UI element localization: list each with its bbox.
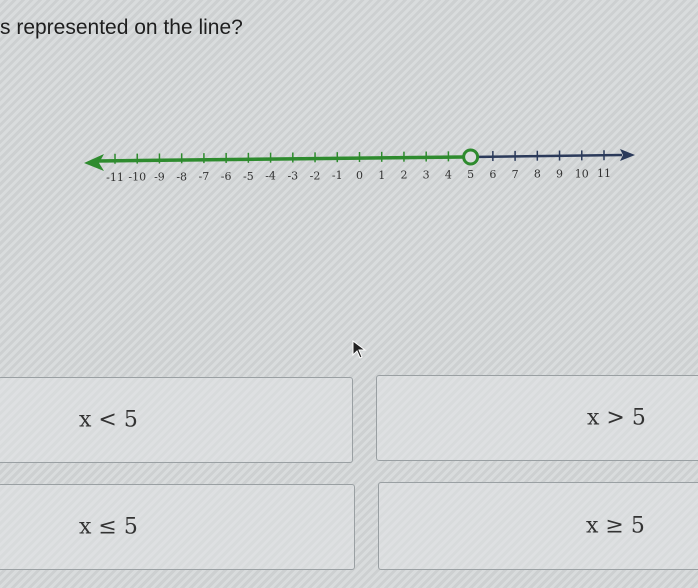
tick-label--2: -2 — [310, 169, 321, 182]
tick-label--3: -3 — [287, 169, 298, 182]
choice-label: x > 5 — [587, 405, 646, 431]
axis-line — [470, 153, 623, 159]
tick-label-2: 2 — [400, 169, 407, 182]
tick-label--4: -4 — [265, 170, 276, 183]
tick-label-7: 7 — [512, 168, 519, 181]
tick-label--5: -5 — [243, 170, 254, 183]
tick-label-3: 3 — [423, 169, 430, 182]
choice-label: x ≤ 5 — [79, 514, 138, 540]
tick-label-11: 11 — [597, 167, 611, 180]
tick-label--6: -6 — [221, 170, 232, 183]
tick-label--11: -11 — [106, 171, 124, 184]
shaded-ray — [95, 155, 464, 163]
tick-label--7: -7 — [199, 170, 210, 183]
choice-x-less-equal-5[interactable]: x ≤ 5 — [0, 484, 355, 570]
tick-label-4: 4 — [445, 168, 452, 181]
right-arrow — [620, 149, 635, 161]
tick-label--10: -10 — [128, 171, 146, 184]
tick-label--1: -1 — [332, 169, 343, 182]
choice-label: x < 5 — [79, 407, 138, 433]
number-line: -11 -10 -9 -8 -7 -6 -5 -4 -3 -2 -1 0 1 2 3 4 5 6 7 8 9 10 11 — [84, 148, 635, 184]
left-arrow — [84, 154, 104, 171]
open-circle-point — [462, 148, 480, 166]
choice-x-greater-equal-5[interactable]: x ≥ 5 — [378, 482, 698, 570]
choice-x-greater-than-5[interactable]: x > 5 — [376, 375, 698, 461]
tick-label--9: -9 — [154, 170, 165, 183]
tick-label--8: -8 — [176, 170, 187, 183]
mouse-cursor-icon — [352, 340, 367, 359]
tick-label-10: 10 — [575, 167, 589, 180]
tick-label-5: 5 — [467, 168, 474, 181]
tick-label-8: 8 — [534, 168, 541, 181]
choice-label: x ≥ 5 — [586, 513, 645, 539]
tick-label-1: 1 — [378, 169, 385, 182]
question-text: s represented on the line? — [0, 16, 243, 39]
tick-label-6: 6 — [489, 168, 496, 181]
tick-label-0: 0 — [356, 169, 363, 182]
choice-x-less-than-5[interactable]: x < 5 — [0, 377, 353, 463]
tick-label-9: 9 — [556, 168, 563, 181]
